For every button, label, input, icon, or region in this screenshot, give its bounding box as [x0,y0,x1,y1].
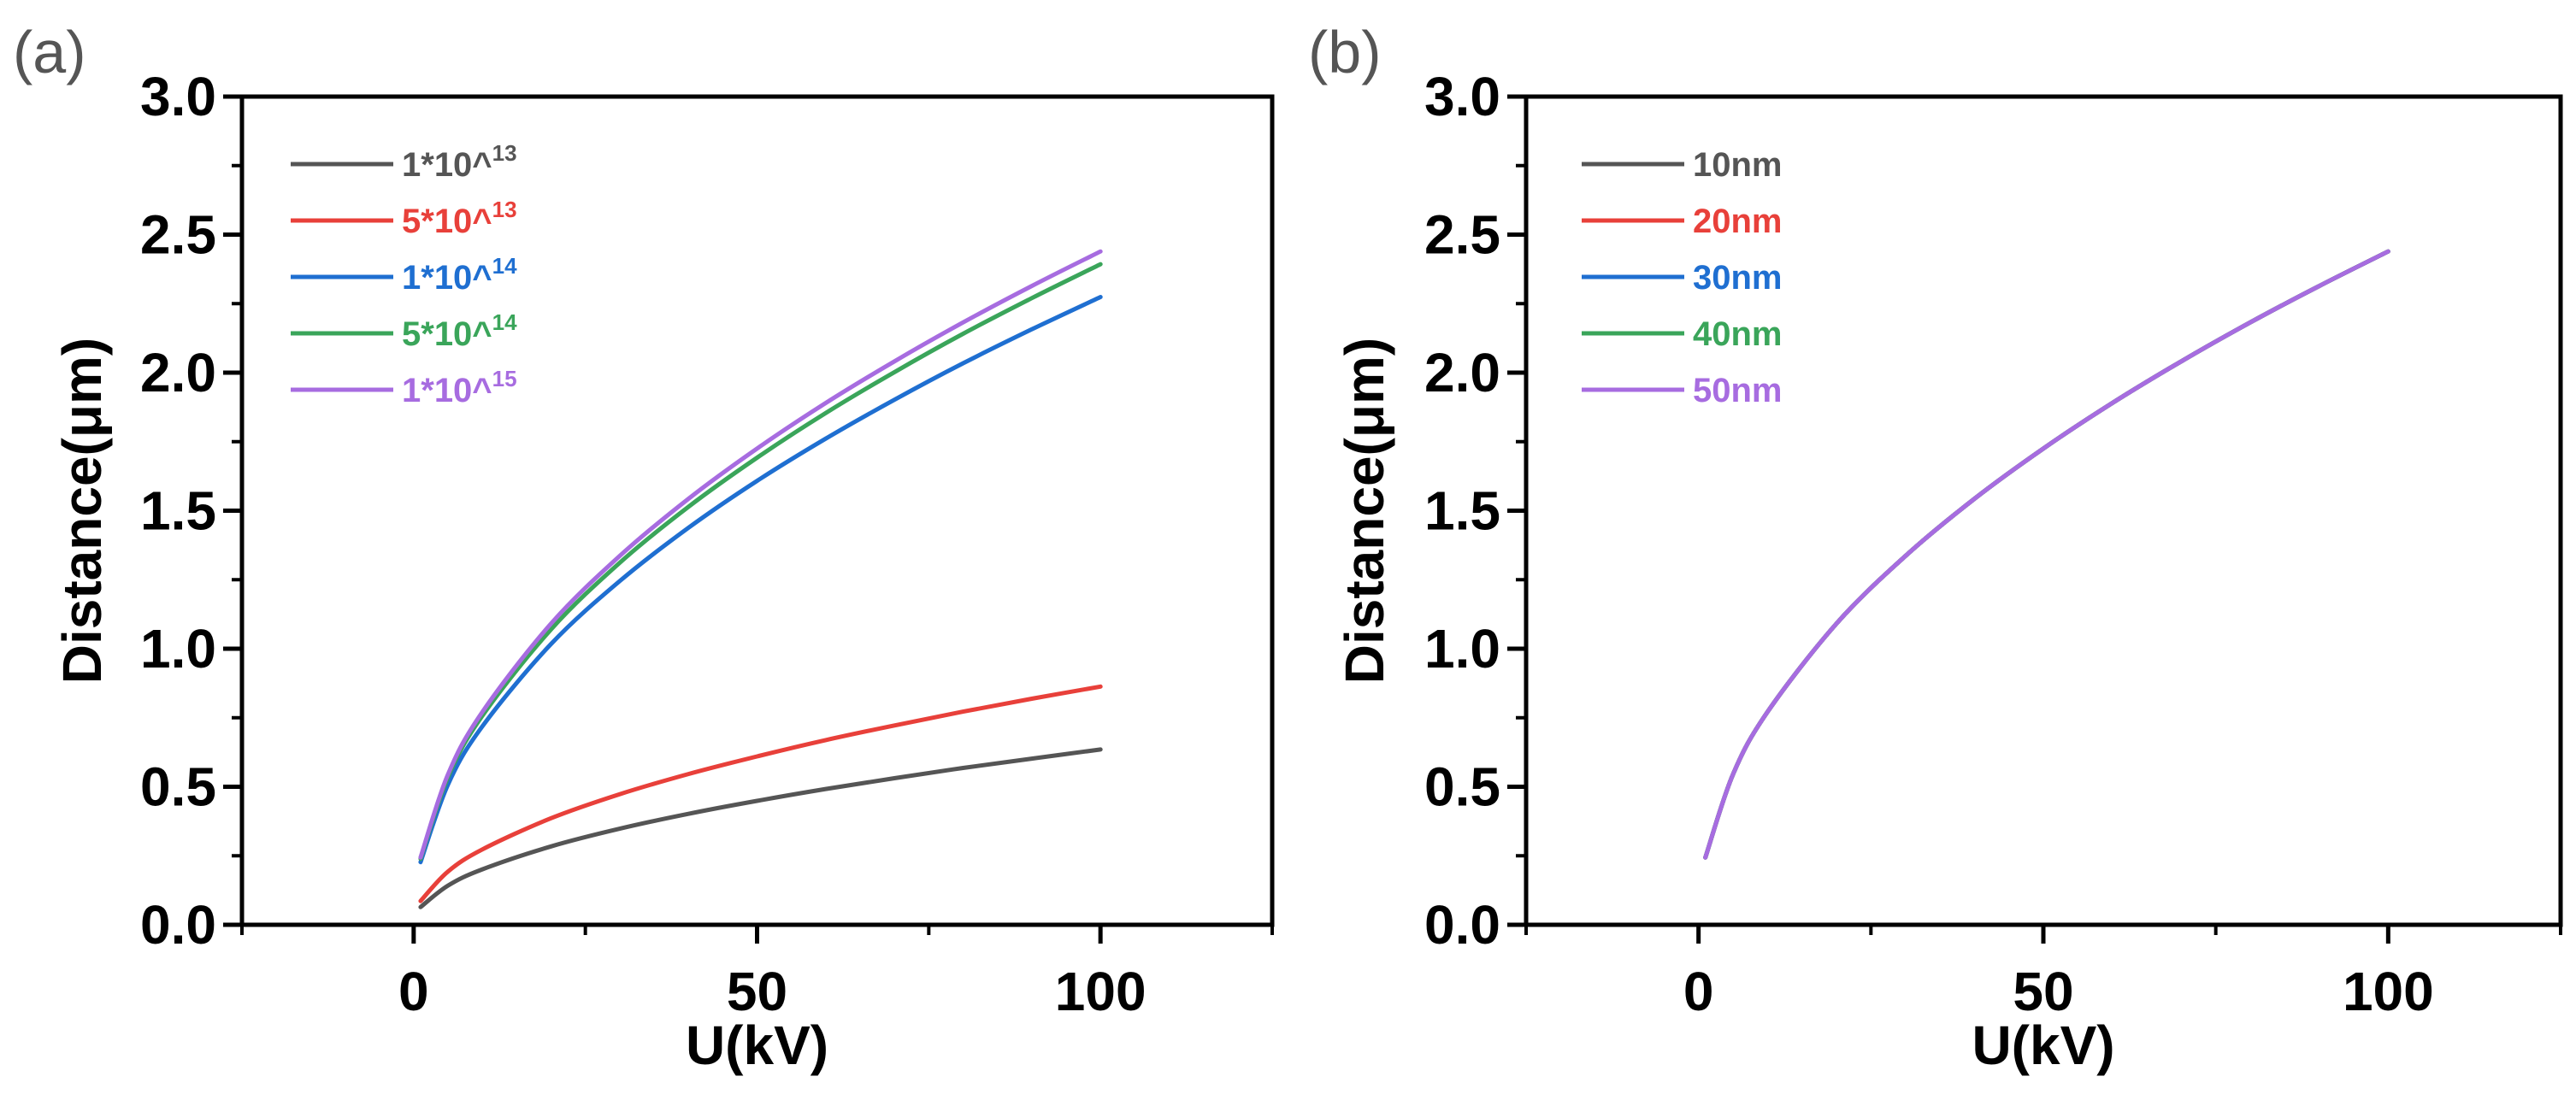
series-line-5*10^13 [418,684,1103,903]
legend-label: 1*10^14 [402,253,517,297]
y-tick-label: 0.0 [1424,894,1500,956]
legend-label-base: 40nm [1693,315,1783,353]
y-tick-label: 0.5 [140,756,216,818]
legend-label-base: 20nm [1693,203,1783,240]
panel-label: (b) [1308,19,1382,85]
x-axis-title: U(kV) [1972,1015,2114,1076]
series-line-1*10^13 [418,747,1103,909]
y-tick-label: 2.5 [1424,204,1500,266]
legend-label-base: 5*10^ [402,315,492,353]
legend-label-exponent: 14 [492,253,517,279]
x-axis-title: U(kV) [686,1015,828,1076]
y-tick-label: 2.0 [1424,342,1500,403]
x-tick-label: 100 [1055,961,1147,1022]
x-tick-label: 50 [727,961,787,1022]
series-line-20nm [1703,249,2390,860]
legend-label: 5*10^14 [402,309,517,353]
legend-label-base: 1*10^ [402,146,492,184]
y-tick-label: 3.0 [1424,66,1500,127]
y-tick-label: 1.0 [140,618,216,679]
y-tick-label: 2.5 [140,204,216,266]
x-tick-label: 0 [1683,961,1714,1022]
y-tick-label: 1.0 [1424,618,1500,679]
series-line-30nm [1703,249,2390,860]
legend-label: 10nm [1693,146,1783,184]
series-line-50nm [1703,249,2390,860]
panel-a: (a) 0.0 0.5 1.0 1.5 2.0 2.5 3.0 0 50 100 U(kV) Dista… [13,19,1275,1076]
legend-label-exponent: 15 [492,366,517,391]
legend-label-exponent: 13 [492,140,517,166]
legend-label-base: 10nm [1693,146,1783,184]
y-tick-label: 0.5 [1424,756,1500,818]
legend-label-exponent: 13 [492,197,517,222]
panel-label: (a) [13,19,86,85]
x-tick-label: 100 [2343,961,2434,1022]
panel-b: (b) 0.0 0.5 1.0 1.5 2.0 2.5 3.0 0 50 100 U(kV) Dista… [1308,19,2563,1076]
legend-label-base: 1*10^ [402,372,492,409]
legend-label: 5*10^13 [402,197,517,240]
x-tick-label: 50 [2013,961,2073,1022]
legend: 1*10^135*10^131*10^145*10^141*10^15 [291,140,517,409]
y-tick-label: 3.0 [140,66,216,127]
legend: 10nm 20nm 30nm 40nm 50nm [1582,146,1783,409]
legend-label: 20nm [1693,203,1783,240]
legend-label: 40nm [1693,315,1783,353]
y-tick-label: 0.0 [140,894,216,956]
y-tick-label: 1.5 [1424,480,1500,542]
series-line-40nm [1703,249,2390,860]
legend-label: 50nm [1693,372,1783,409]
series-line-10nm [1703,249,2390,860]
legend-label: 1*10^15 [402,366,517,409]
legend-label-base: 30nm [1693,259,1783,297]
y-axis-title: Distance(μm) [1334,338,1395,684]
legend-label-base: 1*10^ [402,259,492,297]
y-axis-title: Distance(μm) [51,338,113,684]
y-tick-label: 1.5 [140,480,216,542]
legend-label-base: 5*10^ [402,203,492,240]
x-tick-label: 0 [398,961,429,1022]
legend-label: 1*10^13 [402,140,517,184]
series-line-5*10^14 [418,262,1103,862]
y-tick-label: 2.0 [140,342,216,403]
legend-label: 30nm [1693,259,1783,297]
legend-label-base: 50nm [1693,372,1783,409]
legend-label-exponent: 14 [492,309,517,335]
series-line-1*10^15 [418,249,1103,860]
series-line-1*10^14 [418,295,1103,865]
